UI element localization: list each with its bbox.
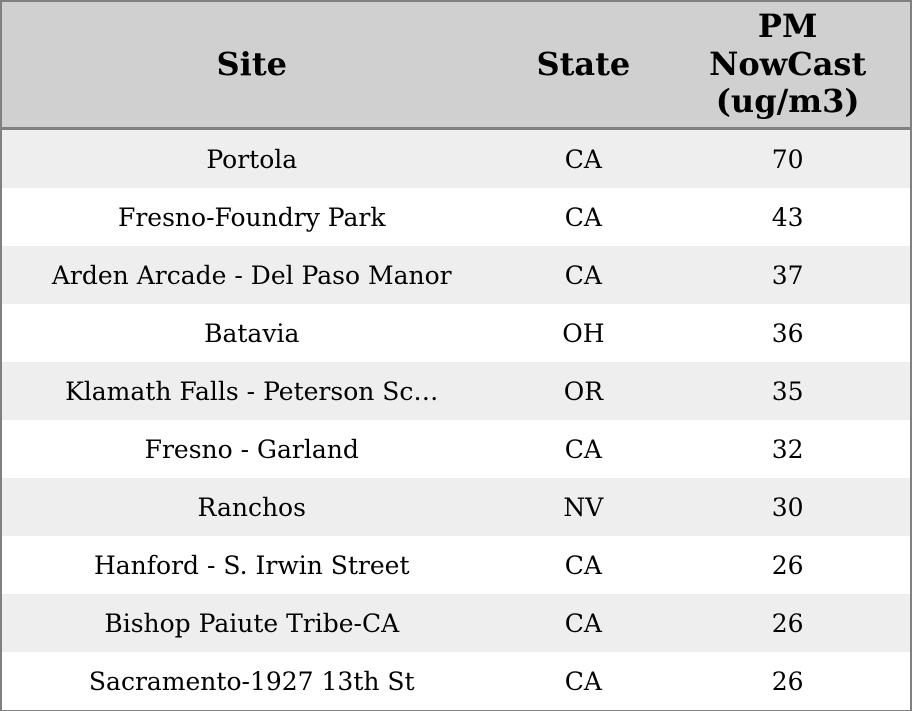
site-cell: Batavia [204,318,300,348]
state-cell: CA [564,202,602,232]
table-row: Hanford - S. Irwin Street CA 26 [1,536,911,594]
column-header-state: State [501,1,666,130]
state-cell: CA [564,666,602,696]
pm-nowcast-cell: 32 [771,434,804,464]
site-cell: Hanford - S. Irwin Street [93,550,410,580]
pm-nowcast-cell: 26 [771,666,804,696]
state-cell: OR [563,376,604,406]
pm-nowcast-cell: 26 [771,550,804,580]
state-cell: CA [564,144,602,174]
state-cell: OH [562,318,605,348]
header-row: Site State PM NowCast (ug/m3) [1,1,911,130]
state-cell: CA [564,608,602,638]
state-cell: CA [564,434,602,464]
pm-nowcast-cell: 30 [771,492,804,522]
site-cell: Bishop Paiute Tribe-CA [104,608,400,638]
table-row: Bishop Paiute Tribe-CA CA 26 [1,594,911,652]
table-row: Arden Arcade - Del Paso Manor CA 37 [1,246,911,304]
table-header: Site State PM NowCast (ug/m3) [1,1,911,130]
state-cell: CA [564,260,602,290]
table-row: Portola CA 70 [1,128,911,188]
site-cell: Sacramento-1927 13th St [88,666,415,696]
table-row: Ranchos NV 30 [1,478,911,536]
site-cell: Arden Arcade - Del Paso Manor [51,260,452,290]
column-header-site: Site [1,1,502,130]
pm-nowcast-cell: 36 [771,318,804,348]
pm-nowcast-cell: 26 [771,608,804,638]
pm-nowcast-cell: 35 [771,376,804,406]
site-cell: Klamath Falls - Peterson Sc… [65,376,439,406]
table-row: Klamath Falls - Peterson Sc… OR 35 [1,362,911,420]
column-header-pm-nowcast: PM NowCast (ug/m3) [665,1,911,130]
state-cell: CA [564,550,602,580]
pm-nowcast-cell: 70 [771,144,804,174]
table-body: Portola CA 70 Fresno-Foundry Park CA 43 … [1,128,911,711]
site-cell: Ranchos [197,492,306,522]
table-row: Fresno - Garland CA 32 [1,420,911,478]
table-row: Fresno-Foundry Park CA 43 [1,188,911,246]
pm-nowcast-cell: 43 [771,202,804,232]
site-cell: Fresno - Garland [144,434,359,464]
table-row: Batavia OH 36 [1,304,911,362]
site-cell: Fresno-Foundry Park [118,202,386,232]
pm-nowcast-cell: 37 [771,260,804,290]
state-cell: NV [563,492,604,522]
site-cell: Portola [206,144,298,174]
table-row: Sacramento-1927 13th St CA 26 [1,652,911,711]
